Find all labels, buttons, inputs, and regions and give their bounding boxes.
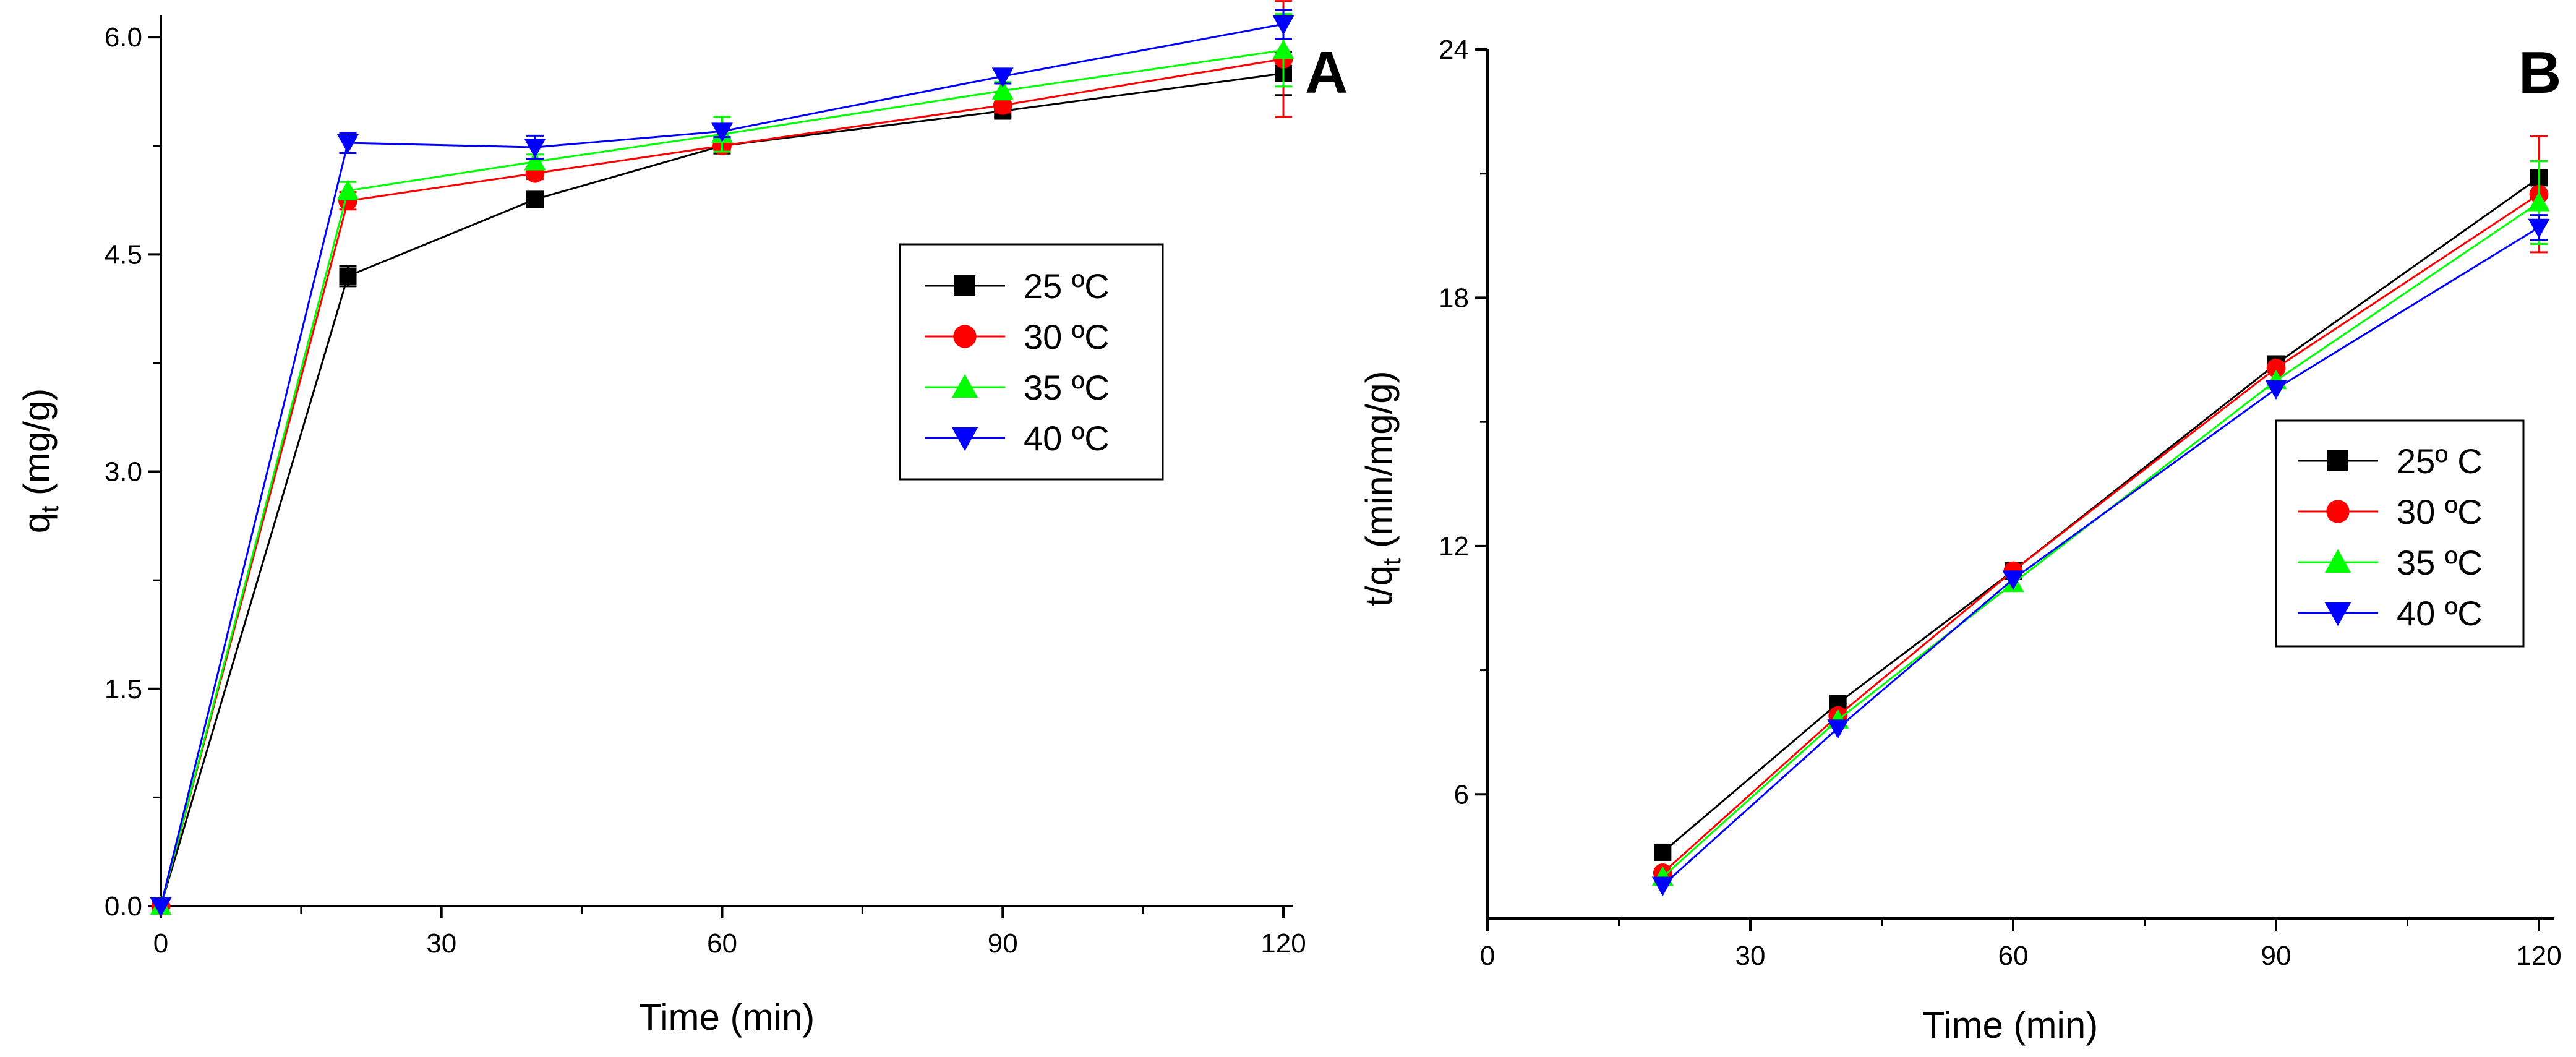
chart-a-point-40c <box>991 67 1014 87</box>
chart-b-point-40c <box>2265 380 2287 400</box>
chart-b-x-tick-label: 30 <box>1735 941 1766 971</box>
chart-b-legend-marker-35c <box>2324 549 2351 573</box>
chart-a-line-40c <box>160 23 1284 907</box>
chart-b-x-tick-label: 120 <box>2516 941 2561 971</box>
chart-a-x-label: Time (min) <box>639 996 815 1038</box>
chart-a-point-25c <box>339 267 357 285</box>
chart-a-x-tick-label: 30 <box>426 928 456 959</box>
chart-b-legend-marker-40c <box>2324 602 2351 627</box>
chart-a-legend-label-25c: 25 ºC <box>1024 267 1110 306</box>
chart-b-legend-label-30c: 30 ºC <box>2397 492 2483 531</box>
chart-a-legend-marker-40c <box>951 427 978 451</box>
chart-b-legend-marker-25c <box>2327 450 2348 471</box>
chart-a-y-tick-label: 1.5 <box>105 674 142 704</box>
chart-a-series <box>150 0 1294 917</box>
chart-b-y-tick-label: 18 <box>1439 283 1469 313</box>
chart-a-line-30c <box>160 58 1284 907</box>
chart-b-point-40c <box>2528 218 2550 239</box>
chart-b-point-40c <box>1827 719 1849 739</box>
chart-a-point-35c <box>991 80 1014 100</box>
chart-b-legend-label-35c: 35 ºC <box>2397 543 2483 582</box>
chart-a-x-tick-label: 60 <box>707 928 737 959</box>
chart-b-x-tick-label: 0 <box>1480 941 1495 971</box>
chart-a-y-tick-label: 4.5 <box>105 239 142 270</box>
chart-a-point-30c <box>993 95 1012 115</box>
chart-a-y-label: qt (mg/g) <box>16 388 64 534</box>
chart-a-point-25c <box>526 190 544 208</box>
chart-b-point-35c <box>2528 192 2550 212</box>
chart-a-point-35c <box>524 150 546 171</box>
chart-b-legend-marker-30c <box>2326 500 2350 523</box>
chart-a-y-tick-label: 3.0 <box>105 457 142 487</box>
chart-a-ticks: 0 30 60 90 120 0.0 1.5 3.0 4.5 6.0 <box>105 22 1306 959</box>
chart-a-legend: 25 ºC 30 ºC 35 ºC 40 ºC <box>899 243 1164 481</box>
chart-b-legend-label-25c: 25º C <box>2397 442 2483 481</box>
chart-a-x-tick-label: 90 <box>988 928 1018 959</box>
chart-b-point-40c <box>1651 876 1674 896</box>
chart-a-legend-label-35c: 35 ºC <box>1024 368 1110 407</box>
chart-a-legend-label-40c: 40 ºC <box>1024 419 1110 458</box>
chart-a-point-40c <box>337 134 359 154</box>
chart-a-point-35c <box>337 179 359 200</box>
chart-b-point-25c <box>1654 843 1672 861</box>
chart-a-point-40c <box>524 139 546 158</box>
chart-a-panel-label: A <box>1305 40 1348 106</box>
chart-a-legend-marker-30c <box>953 325 977 348</box>
chart-b-legend: 25º C 30 ºC 35 ºC 40 ºC <box>2275 419 2525 648</box>
chart-b-y-tick-label: 24 <box>1439 35 1469 65</box>
chart-a-legend-frame <box>899 243 1164 481</box>
chart-a-legend-label-30c: 30 ºC <box>1024 317 1110 356</box>
chart-a-point-35c <box>1272 39 1294 59</box>
chart-b-x-tick-label: 60 <box>1998 941 2029 971</box>
chart-a-y-tick-label: 0.0 <box>105 891 142 922</box>
chart-a-point-40c <box>150 897 172 917</box>
chart-b-series <box>1651 135 2550 896</box>
chart-a-y-tick-label: 6.0 <box>105 22 142 53</box>
chart-a-x-tick-label: 120 <box>1260 928 1306 959</box>
chart-b-point-30c <box>2266 358 2286 378</box>
chart-b-point-40c <box>2002 570 2024 590</box>
chart-b-panel-label: B <box>2518 40 2561 106</box>
chart-b-x-label: Time (min) <box>1922 1004 2098 1046</box>
chart-a-x-tick-label: 0 <box>153 928 168 959</box>
chart-a-legend-marker-25c <box>954 275 975 296</box>
chart-b-ticks: 0 30 60 90 120 6 12 18 24 <box>1439 35 2562 971</box>
chart-b-y-tick-label: 6 <box>1454 779 1469 810</box>
chart-b-legend-frame <box>2275 419 2525 648</box>
chart-b: 0 30 60 90 120 6 12 18 24 Time (min) t/qt (min/m… <box>1358 35 2562 1046</box>
chart-a-legend-marker-35c <box>951 374 978 398</box>
chart-a-point-40c <box>711 122 733 142</box>
chart-a-line-35c <box>160 49 1284 907</box>
chart-b-y-tick-label: 12 <box>1439 531 1469 562</box>
chart-b-legend-label-40c: 40 ºC <box>2397 594 2483 633</box>
chart-a: 0 30 60 90 120 0.0 1.5 3.0 4.5 6.0 Time (min) qt … <box>16 0 1348 1038</box>
chart-a-point-40c <box>1272 15 1294 35</box>
chart-b-y-label: t/qt (min/mg/g) <box>1358 370 1406 606</box>
chart-b-x-tick-label: 90 <box>2261 941 2291 971</box>
chart-a-line-25c <box>160 72 1284 907</box>
